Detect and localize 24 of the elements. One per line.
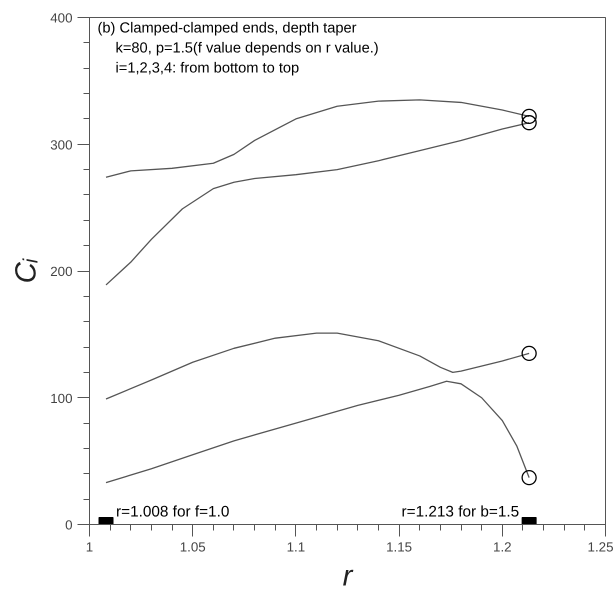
x-tick-label: 1 <box>86 540 94 554</box>
x-tick-label: 1.1 <box>286 540 306 554</box>
line-series <box>105 99 530 178</box>
point <box>521 115 537 130</box>
y-tick-label: 400 <box>50 10 73 26</box>
annotation: k=80, p=1.5(f value depends on r value.) <box>116 40 379 56</box>
x-tick-label: 1.25 <box>588 540 613 554</box>
y-tick-label: 0 <box>65 518 73 532</box>
y-tick-label: 300 <box>50 137 73 152</box>
x-tick-label: 1.2 <box>493 540 512 554</box>
line-series <box>105 332 530 400</box>
x-tick-label: 1.15 <box>386 540 412 554</box>
x-tick-label: 1.05 <box>180 540 206 554</box>
line-series <box>105 380 530 484</box>
point <box>521 108 537 124</box>
x-axis-title: r <box>342 560 354 592</box>
annotation: r=1.213 for b=1.5 <box>402 504 520 520</box>
y-tick-label: 100 <box>50 390 73 406</box>
line-series <box>105 122 530 286</box>
y-tick-label: 200 <box>50 264 73 279</box>
y-axis-title: Cᵢ <box>9 258 42 284</box>
annotation: i=1,2,3,4: from bottom to top <box>116 60 300 76</box>
annotation: (b) Clamped-clamped ends, depth taper <box>98 20 357 36</box>
annotation: r=1.008 for f=1.0 <box>116 504 230 520</box>
